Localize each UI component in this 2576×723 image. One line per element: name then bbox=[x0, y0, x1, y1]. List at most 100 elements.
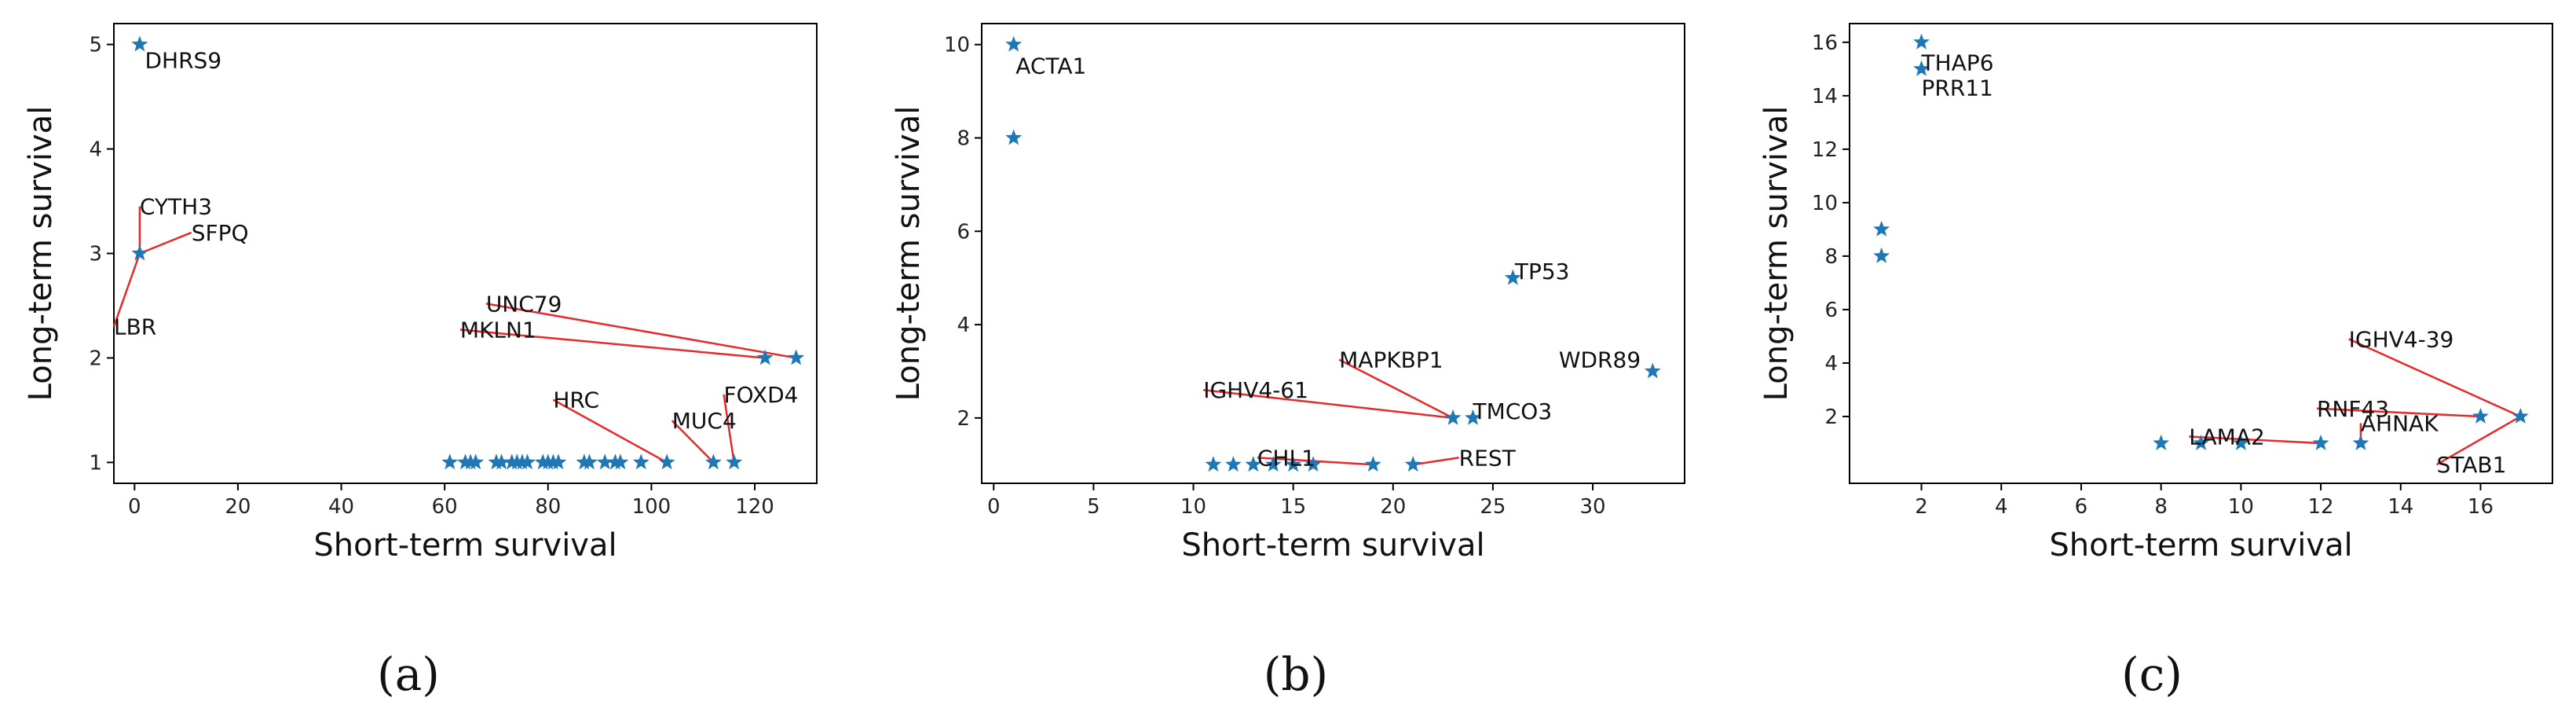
x-tick-label: 6 bbox=[2075, 495, 2088, 519]
data-point-star bbox=[1504, 269, 1521, 285]
data-point-star bbox=[1444, 409, 1462, 425]
annotation-label: IGHV4-39 bbox=[2349, 326, 2454, 352]
data-point-star bbox=[1005, 129, 1023, 145]
y-tick-label: 4 bbox=[1824, 352, 1838, 376]
data-point-star bbox=[1304, 456, 1322, 472]
data-point-star bbox=[2193, 434, 2209, 450]
annotation-line bbox=[2348, 338, 2521, 418]
annotation-line bbox=[459, 328, 766, 359]
data-point-star bbox=[1205, 456, 1222, 472]
data-point-star bbox=[2232, 434, 2249, 450]
annotation-label: DHRS9 bbox=[145, 48, 221, 74]
data-point-star bbox=[131, 244, 148, 261]
x-axis-label: Short-term survival bbox=[1181, 527, 1484, 563]
x-tick-label: 5 bbox=[1087, 495, 1100, 519]
data-point-star bbox=[1245, 456, 1262, 472]
data-point-star bbox=[441, 453, 459, 470]
annotation-label: SFPQ bbox=[192, 220, 249, 246]
panel-b: 0 5 10 15 20 25 30 2 4 6 8 10 Short-term survival Lon… bbox=[872, 0, 1744, 723]
annotation-line bbox=[552, 398, 668, 464]
annotation-label: AHNAK bbox=[2361, 410, 2439, 436]
y-tick-label: 16 bbox=[1812, 31, 1838, 55]
annotation-label: ACTA1 bbox=[1015, 53, 1086, 79]
x-tick-label: 8 bbox=[2154, 495, 2168, 519]
x-tick-label: 2 bbox=[1915, 495, 1928, 519]
data-point-star bbox=[1404, 456, 1422, 472]
x-tick-label: 16 bbox=[2468, 495, 2494, 519]
annotation-label: CHL1 bbox=[1257, 445, 1315, 471]
annotation-line bbox=[2189, 435, 2322, 445]
annotation-line bbox=[671, 420, 715, 464]
x-tick-label: 120 bbox=[735, 495, 774, 519]
x-tick-label: 80 bbox=[535, 495, 561, 519]
x-tick-label: 20 bbox=[225, 495, 251, 519]
data-point-star bbox=[1285, 456, 1302, 472]
data-point-star bbox=[1005, 35, 1023, 52]
data-point-star bbox=[1913, 60, 1930, 76]
data-point-star bbox=[1264, 456, 1282, 472]
data-point-star bbox=[1224, 456, 1242, 472]
y-tick-label: 2 bbox=[89, 347, 102, 370]
annotation-label: TP53 bbox=[1514, 259, 1570, 284]
annotation-label: PRR11 bbox=[1922, 75, 1993, 101]
y-tick-label: 8 bbox=[1824, 245, 1838, 269]
data-point-star bbox=[550, 453, 567, 470]
y-tick-label: 10 bbox=[944, 34, 970, 57]
data-point-star bbox=[612, 453, 629, 470]
annotation-label: HRC bbox=[553, 387, 599, 413]
y-tick-label: 4 bbox=[957, 314, 970, 337]
data-point-star bbox=[1913, 33, 1930, 50]
data-point-star bbox=[788, 349, 805, 365]
annotation-label: UNC79 bbox=[486, 291, 562, 317]
annotation-label: LBR bbox=[114, 314, 156, 340]
y-tick-label: 6 bbox=[1824, 299, 1838, 322]
panel-caption: (c) bbox=[2121, 648, 2183, 701]
annotation-label: THAP6 bbox=[1921, 50, 1994, 75]
annotation-line bbox=[2435, 415, 2521, 466]
data-point-star bbox=[756, 349, 774, 365]
data-point-star bbox=[580, 453, 598, 470]
annotation-line bbox=[1257, 457, 1374, 466]
y-tick-label: 2 bbox=[957, 407, 970, 431]
y-tick-label: 6 bbox=[957, 220, 970, 244]
x-tick-label: 40 bbox=[328, 495, 354, 519]
y-tick-label: 10 bbox=[1812, 192, 1838, 215]
data-point-star bbox=[2153, 434, 2170, 450]
x-tick-label: 25 bbox=[1480, 495, 1506, 519]
annotation-line bbox=[1338, 358, 1454, 419]
y-tick-label: 2 bbox=[1824, 406, 1838, 429]
x-tick-label: 4 bbox=[1995, 495, 2008, 519]
annotation-line bbox=[2316, 407, 2481, 418]
x-tick-label: 10 bbox=[2228, 495, 2254, 519]
annotation-label: TMCO3 bbox=[1472, 398, 1552, 424]
annotation-label: FOXD4 bbox=[724, 382, 799, 408]
y-axis-label: Long-term survival bbox=[1758, 106, 1795, 402]
data-point-star bbox=[704, 453, 722, 470]
data-point-star bbox=[1465, 409, 1481, 425]
annotation-label: CYTH3 bbox=[140, 194, 212, 220]
annotation-line bbox=[1413, 457, 1459, 466]
data-point-star bbox=[493, 453, 510, 470]
x-axis-label: Short-term survival bbox=[2049, 527, 2352, 563]
x-axis-label: Short-term survival bbox=[313, 527, 617, 563]
y-tick-label: 12 bbox=[1812, 138, 1838, 162]
x-tick-label: 60 bbox=[432, 495, 458, 519]
panel-a: 0 20 40 60 80 100 120 1 2 3 4 5 Short-term survival L… bbox=[0, 0, 872, 723]
panel-c: 2 4 6 8 10 12 14 16 2 4 6 8 10 12 14 16 Short-term survi… bbox=[1744, 0, 2576, 723]
x-tick-label: 100 bbox=[632, 495, 671, 519]
annotation-label: MUC4 bbox=[672, 408, 737, 434]
annotation-line bbox=[1203, 388, 1454, 420]
data-point-star bbox=[658, 453, 675, 470]
annotation-line bbox=[485, 303, 796, 359]
y-tick-label: 5 bbox=[89, 34, 102, 57]
x-tick-label: 0 bbox=[128, 495, 141, 519]
annotation-line bbox=[139, 231, 192, 255]
y-tick-label: 14 bbox=[1812, 85, 1838, 108]
annotation-label: IGHV4-61 bbox=[1203, 377, 1308, 403]
x-tick-label: 14 bbox=[2388, 495, 2413, 519]
x-tick-label: 12 bbox=[2308, 495, 2334, 519]
plot-frame bbox=[1849, 23, 2553, 484]
y-tick-label: 8 bbox=[957, 127, 970, 151]
panel-caption: (b) bbox=[1264, 648, 1328, 701]
x-tick-label: 20 bbox=[1380, 495, 1406, 519]
